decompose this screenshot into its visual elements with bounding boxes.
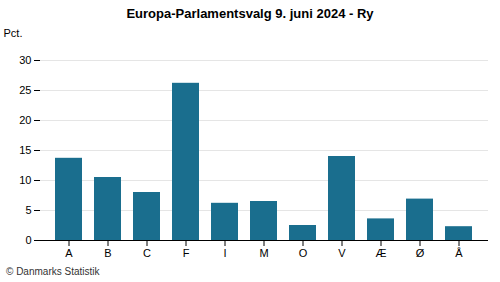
svg-text:B: B xyxy=(104,247,111,259)
svg-text:F: F xyxy=(183,247,190,259)
svg-text:20: 20 xyxy=(19,114,31,126)
svg-text:5: 5 xyxy=(25,204,31,216)
svg-text:A: A xyxy=(65,247,73,259)
svg-text:M: M xyxy=(259,247,268,259)
svg-text:Å: Å xyxy=(455,247,463,259)
svg-text:V: V xyxy=(338,247,346,259)
svg-text:25: 25 xyxy=(19,84,31,96)
html-text:© Danmarks Statistik: © Danmarks Statistik xyxy=(6,266,100,277)
svg-text:C: C xyxy=(143,247,151,259)
svg-text:15: 15 xyxy=(19,144,31,156)
html-text:Europa-Parlamentsvalg 9. juni: Europa-Parlamentsvalg 9. juni 2024 - Ry xyxy=(126,6,374,21)
svg-text:10: 10 xyxy=(19,174,31,186)
svg-text:30: 30 xyxy=(19,54,31,66)
svg-text:Ø: Ø xyxy=(416,247,425,259)
svg-text:I: I xyxy=(223,247,226,259)
svg-text:Æ: Æ xyxy=(376,247,387,259)
svg-text:O: O xyxy=(299,247,308,259)
svg-text:0: 0 xyxy=(25,234,31,246)
svg-text:Pct.: Pct. xyxy=(4,27,23,39)
